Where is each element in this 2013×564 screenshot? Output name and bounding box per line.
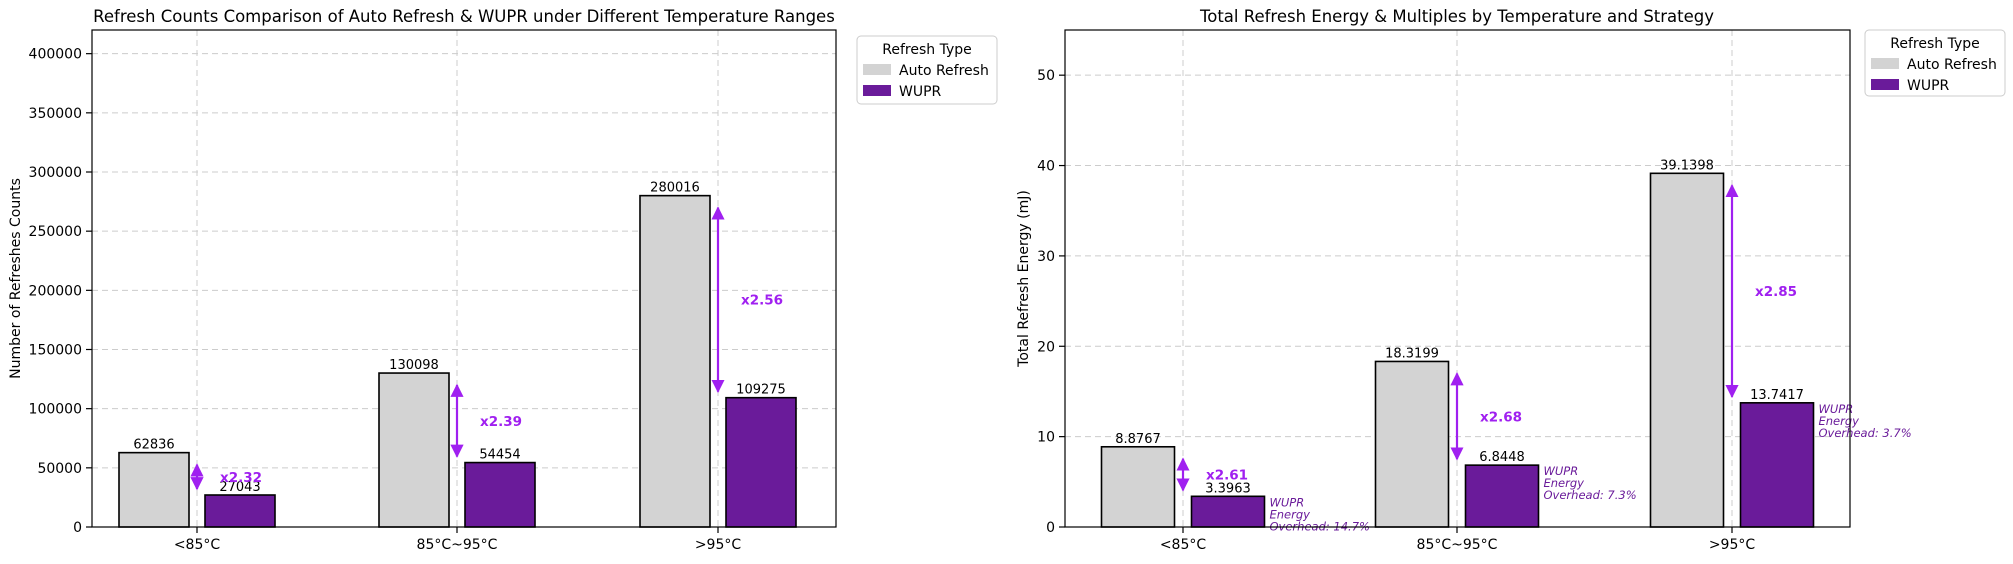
wupr-value-label: 13.7417 — [1750, 388, 1804, 403]
wupr-bar-3 — [1739, 402, 1815, 528]
y-tick-label: 250000 — [29, 224, 82, 240]
y-tick-label: 200000 — [29, 283, 82, 299]
y-tick-label: 400000 — [29, 47, 82, 63]
legend-swatch — [1871, 79, 1899, 90]
wupr-bar-1 — [204, 494, 276, 528]
overhead-annotation: WUPR — [1544, 464, 1579, 478]
x-tick-label: 85°C~95°C — [417, 537, 498, 553]
chart-title: Refresh Counts Comparison of Auto Refres… — [93, 7, 835, 26]
y-tick-label: 50 — [1037, 68, 1055, 84]
x-tick-label: >95°C — [1709, 537, 1756, 553]
multiplier-label: x2.56 — [741, 293, 783, 309]
legend-title: Refresh Type — [882, 42, 971, 58]
y-axis-label: Total Refresh Energy (mJ) — [1016, 190, 1032, 368]
legend-title: Refresh Type — [1890, 36, 1979, 52]
y-tick-label: 40 — [1037, 159, 1055, 175]
y-axis-label: Number of Refreshes Counts — [8, 178, 24, 379]
legend-swatch — [1871, 58, 1899, 69]
legend-swatch — [863, 64, 891, 75]
legend-frame — [856, 35, 998, 105]
multiplier-label: x2.39 — [480, 414, 522, 430]
multiplier-label: x2.61 — [1206, 468, 1248, 484]
legend-entry-label: WUPR — [1907, 78, 1950, 94]
plot-frame — [91, 29, 837, 528]
overhead-annotation: Energy — [1819, 414, 1860, 428]
y-tick-label: 0 — [73, 520, 82, 536]
auto-refresh-bar-3 — [1649, 172, 1725, 528]
overhead-annotation: Overhead: 7.3% — [1544, 488, 1637, 502]
auto-refresh-value-label: 18.3199 — [1385, 346, 1439, 361]
y-tick-label: 20 — [1037, 339, 1055, 355]
legend-entry-label: Auto Refresh — [899, 63, 989, 79]
wupr-bar-1 — [1190, 495, 1266, 528]
y-tick-label: 150000 — [29, 343, 82, 359]
legend: Refresh Type Auto Refresh WUPR — [1864, 29, 2006, 97]
auto-refresh-value-label: 280016 — [650, 181, 700, 196]
chart-panel-2: 8.8767 18.3199 39.1398 3.3963 6.8448 13.7417 x… — [1016, 7, 2006, 553]
auto-refresh-bar-3 — [639, 194, 711, 528]
y-tick-label: 10 — [1037, 430, 1055, 446]
y-tick-label: 50000 — [37, 461, 82, 477]
multiplier-label: x2.85 — [1755, 284, 1797, 300]
auto-refresh-bar-1 — [1100, 445, 1176, 528]
overhead-annotation: Energy — [1544, 476, 1585, 490]
legend: Refresh Type Auto Refresh WUPR — [856, 35, 998, 105]
wupr-value-label: 109275 — [736, 383, 786, 398]
auto-refresh-bar-2 — [378, 372, 450, 528]
overhead-annotation: WUPR — [1270, 495, 1305, 509]
chart-panel-1: 62836 130098 280016 27043 54454 109275 x2.32 x2… — [8, 7, 998, 553]
auto-refresh-value-label: 8.8767 — [1115, 432, 1161, 447]
overhead-annotation: Overhead: 14.7% — [1270, 519, 1370, 533]
multiplier-label: x2.68 — [1480, 409, 1522, 425]
y-tick-label: 30 — [1037, 249, 1055, 265]
wupr-bar-2 — [1464, 464, 1540, 528]
chart-title: Total Refresh Energy & Multiples by Temp… — [1199, 7, 1714, 26]
y-tick-label: 0 — [1046, 520, 1055, 536]
x-tick-label: >95°C — [695, 537, 742, 553]
auto-refresh-bar-2 — [1374, 360, 1450, 528]
legend-frame — [1864, 29, 2006, 97]
x-tick-label: 85°C~95°C — [1417, 537, 1498, 553]
wupr-bar-2 — [464, 461, 536, 528]
y-tick-label: 350000 — [29, 106, 82, 122]
wupr-bar-3 — [725, 396, 797, 528]
auto-refresh-bar-1 — [118, 451, 190, 528]
x-tick-label: <85°C — [1160, 537, 1207, 553]
y-tick-label: 100000 — [29, 402, 82, 418]
wupr-value-label: 3.3963 — [1205, 481, 1251, 496]
legend-swatch — [863, 85, 891, 96]
auto-refresh-value-label: 130098 — [389, 358, 439, 373]
overhead-annotation: Energy — [1270, 507, 1311, 521]
overhead-annotation: WUPR — [1819, 402, 1854, 416]
multiplier-label: x2.32 — [220, 470, 262, 486]
x-tick-label: <85°C — [174, 537, 221, 553]
legend-entry-label: Auto Refresh — [1907, 57, 1997, 73]
legend-entry-label: WUPR — [899, 84, 942, 100]
gridlines — [92, 30, 836, 527]
overhead-annotation: Overhead: 3.7% — [1819, 426, 1912, 440]
auto-refresh-value-label: 39.1398 — [1660, 158, 1714, 173]
wupr-value-label: 54454 — [479, 448, 520, 463]
y-tick-label: 300000 — [29, 165, 82, 181]
wupr-value-label: 6.8448 — [1479, 450, 1525, 465]
wupr-value-label: 27043 — [219, 480, 260, 495]
auto-refresh-value-label: 62836 — [133, 438, 174, 453]
